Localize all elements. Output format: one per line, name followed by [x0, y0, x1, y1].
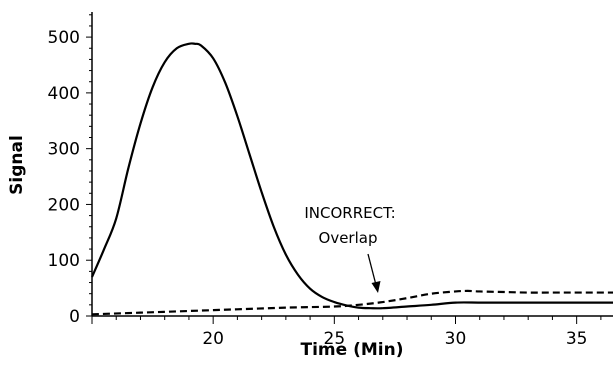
- y-tick-label: 100: [48, 251, 80, 271]
- annotations: INCORRECT: Overlap: [304, 204, 396, 293]
- series-layer: [90, 42, 613, 316]
- annotation-line-2: Overlap: [319, 229, 378, 247]
- x-tick-label: 25: [324, 329, 346, 349]
- ticks: 0 100 200 300 400 500 20 25 30 35: [48, 14, 602, 349]
- annotation-arrow: [367, 253, 377, 286]
- axes: [91, 12, 613, 317]
- x-tick-label: 20: [202, 329, 224, 349]
- y-tick-label: 500: [48, 28, 80, 48]
- annotation-arrowhead: [371, 281, 381, 293]
- x-axis-title: Time (Min): [301, 340, 404, 360]
- series-line-solid: [90, 42, 613, 310]
- x-tick-label: 30: [445, 329, 467, 349]
- y-tick-label: 400: [48, 84, 80, 104]
- y-tick-label: 300: [48, 140, 80, 160]
- annotation-line-1: INCORRECT:: [304, 204, 395, 222]
- x-tick-label: 35: [566, 329, 588, 349]
- y-axis-title: Signal: [7, 135, 27, 195]
- y-tick-label: 200: [48, 195, 80, 215]
- y-tick-label: 0: [69, 307, 80, 327]
